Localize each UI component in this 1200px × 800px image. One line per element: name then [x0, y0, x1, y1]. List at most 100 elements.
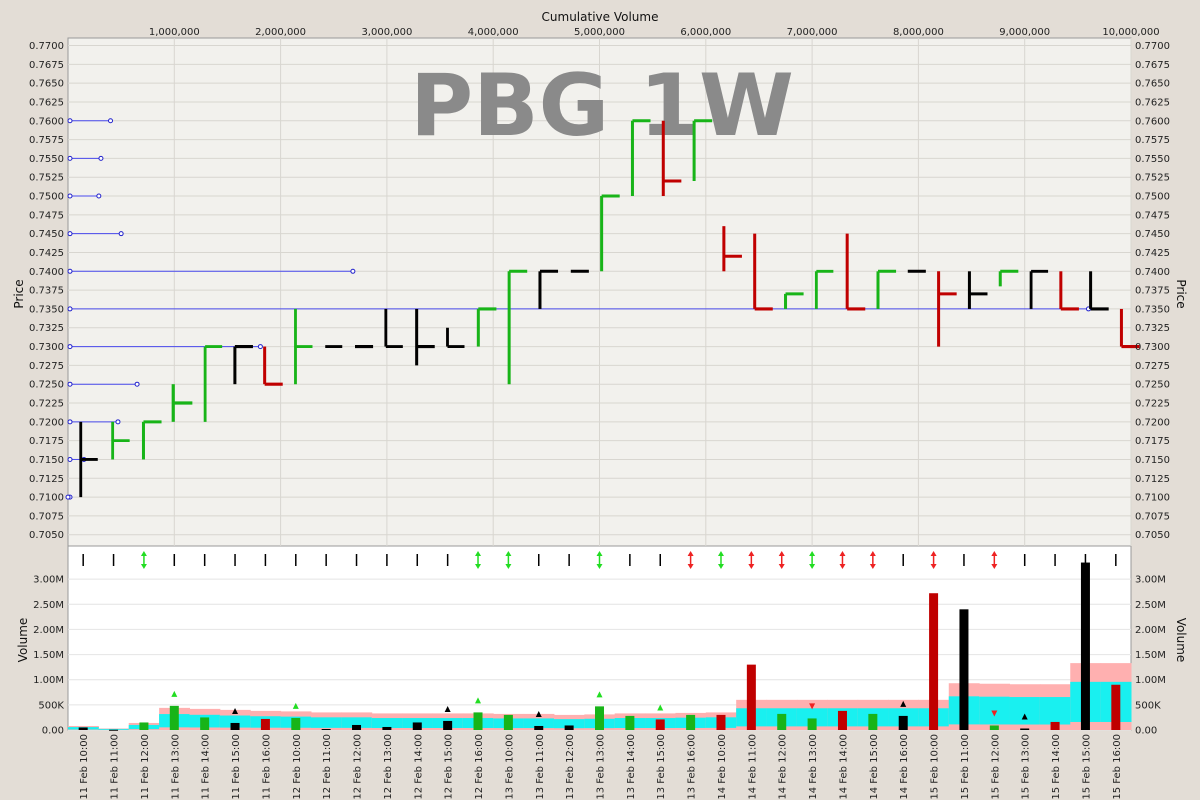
y-tick-label-left: 0.7075: [29, 511, 64, 522]
y-tick-label-left: 0.7650: [29, 79, 64, 90]
y-tick-label-left: 0.7125: [29, 474, 64, 485]
y-tick-label-left: 0.7400: [29, 267, 64, 278]
volume-bar: [655, 719, 665, 730]
volume-tick-label-right: 500K: [1135, 700, 1161, 711]
volume-marker: [809, 703, 816, 710]
volume-bar: [352, 724, 362, 730]
y-tick-label-left: 0.7700: [29, 41, 64, 52]
time-tick-label: 15 Feb 12:00: [990, 734, 1001, 800]
x-axis-title: Cumulative Volume: [542, 10, 659, 24]
top-marker-head-up: [596, 551, 603, 556]
time-tick-label: 12 Feb 11:00: [322, 734, 333, 800]
y-tick-label-left: 0.7450: [29, 229, 64, 240]
y-tick-label-right: 0.7325: [1135, 323, 1170, 334]
time-tick-label: 14 Feb 10:00: [717, 734, 728, 800]
band-inner: [341, 717, 373, 728]
y-tick-label-left: 0.7475: [29, 210, 64, 221]
x-tick-label: 6,000,000: [680, 27, 731, 38]
y-tick-label-left: 0.7175: [29, 436, 64, 447]
volume-tick-label-right: 1.00M: [1135, 675, 1166, 686]
y-tick-label-right: 0.7200: [1135, 417, 1170, 428]
volume-bar: [169, 705, 179, 730]
top-marker-head-down: [475, 564, 482, 569]
time-tick-label: 12 Feb 16:00: [474, 734, 485, 800]
time-tick-label: 11 Feb 11:00: [110, 734, 121, 800]
time-tick-label: 14 Feb 11:00: [747, 734, 758, 800]
volume-tick-label-left: 0.00: [42, 726, 64, 737]
top-marker-head-down: [140, 564, 147, 569]
time-tick-label: 13 Feb 12:00: [565, 734, 576, 800]
volume-bar: [837, 710, 847, 730]
volume-tick-label-left: 2.50M: [33, 600, 64, 611]
top-marker-head-down: [839, 564, 846, 569]
y-tick-label-right: 0.7350: [1135, 304, 1170, 315]
time-tick-label: 12 Feb 12:00: [353, 734, 364, 800]
time-tick-label: 13 Feb 10:00: [504, 734, 515, 800]
band-inner: [1039, 697, 1071, 725]
y-tick-label-right: 0.7575: [1135, 135, 1170, 146]
time-tick-label: 11 Feb 13:00: [170, 734, 181, 800]
volume-bar: [686, 714, 696, 730]
volume-bar: [1020, 728, 1030, 730]
top-marker-head-up: [505, 551, 512, 556]
time-tick-label: 15 Feb 10:00: [930, 734, 941, 800]
y-tick-label-left: 0.7550: [29, 154, 64, 165]
volume-bar: [746, 664, 756, 730]
profile-start-dot: [67, 306, 73, 312]
volume-bar: [78, 727, 88, 730]
profile-end-dot: [98, 155, 104, 161]
y-tick-label-left: 0.7050: [29, 530, 64, 541]
top-marker-head-up: [839, 551, 846, 556]
volume-bar: [929, 593, 939, 730]
band-inner: [523, 718, 555, 729]
top-marker-head-down: [930, 564, 937, 569]
volume-bar: [534, 725, 544, 730]
top-marker-head-up: [717, 551, 724, 556]
volume-tick-label-right: 2.50M: [1135, 600, 1166, 611]
top-marker-head-down: [869, 564, 876, 569]
profile-start-dot: [67, 193, 73, 199]
volume-tick-label-left: 3.00M: [33, 575, 64, 586]
y-tick-label-left: 0.7375: [29, 286, 64, 297]
band-inner: [98, 728, 130, 730]
volume-bar: [1111, 684, 1121, 730]
volume-bar: [959, 609, 969, 730]
volume-bar: [807, 718, 817, 730]
top-marker-head-down: [991, 564, 998, 569]
volume-bar: [898, 715, 908, 730]
time-tick-label: 13 Feb 15:00: [656, 734, 667, 800]
time-tick-label: 15 Feb 16:00: [1112, 734, 1123, 800]
x-axis-ticks: 1,000,000 2,000,000 3,000,000 4,000,000 5,00…: [149, 27, 1160, 38]
volume-profile: [65, 118, 1091, 500]
profile-start-dot: [67, 344, 73, 350]
volume-marker: [991, 710, 998, 717]
volume-marker: [1021, 713, 1028, 720]
top-marker-head-down: [778, 564, 785, 569]
volume-marker: [444, 705, 451, 712]
y-tick-label-right: 0.7625: [1135, 97, 1170, 108]
top-marker-head-up: [991, 551, 998, 556]
time-tick-label: 11 Feb 12:00: [140, 734, 151, 800]
top-marker-head-up: [869, 551, 876, 556]
x-tick-label: 7,000,000: [787, 27, 838, 38]
volume-bar: [382, 726, 392, 730]
volume-marker: [900, 700, 907, 707]
x-tick-label: 1,000,000: [149, 27, 200, 38]
x-tick-label: 2,000,000: [255, 27, 306, 38]
y-axis-ticks-right: 0.7700 0.7675 0.7650 0.7625 0.7600 0.7575 0.75…: [1135, 41, 1170, 541]
time-tick-label: 14 Feb 13:00: [808, 734, 819, 800]
band-inner: [371, 718, 403, 729]
profile-start-dot: [67, 118, 73, 124]
volume-y-ticks-left: 0.00 500K 1.00M 1.50M 2.00M 2.50M 3.00M: [33, 575, 64, 737]
profile-end-dot: [118, 231, 124, 237]
volume-bars: [78, 562, 1121, 731]
volume-bar: [139, 722, 149, 730]
y-tick-label-left: 0.7425: [29, 248, 64, 259]
y-tick-label-right: 0.7250: [1135, 380, 1170, 391]
time-tick-label: 13 Feb 13:00: [596, 734, 607, 800]
band-inner: [1009, 697, 1041, 725]
volume-tick-label-left: 1.00M: [33, 675, 64, 686]
profile-start-dot: [67, 268, 73, 274]
profile-end-dot: [350, 268, 356, 274]
